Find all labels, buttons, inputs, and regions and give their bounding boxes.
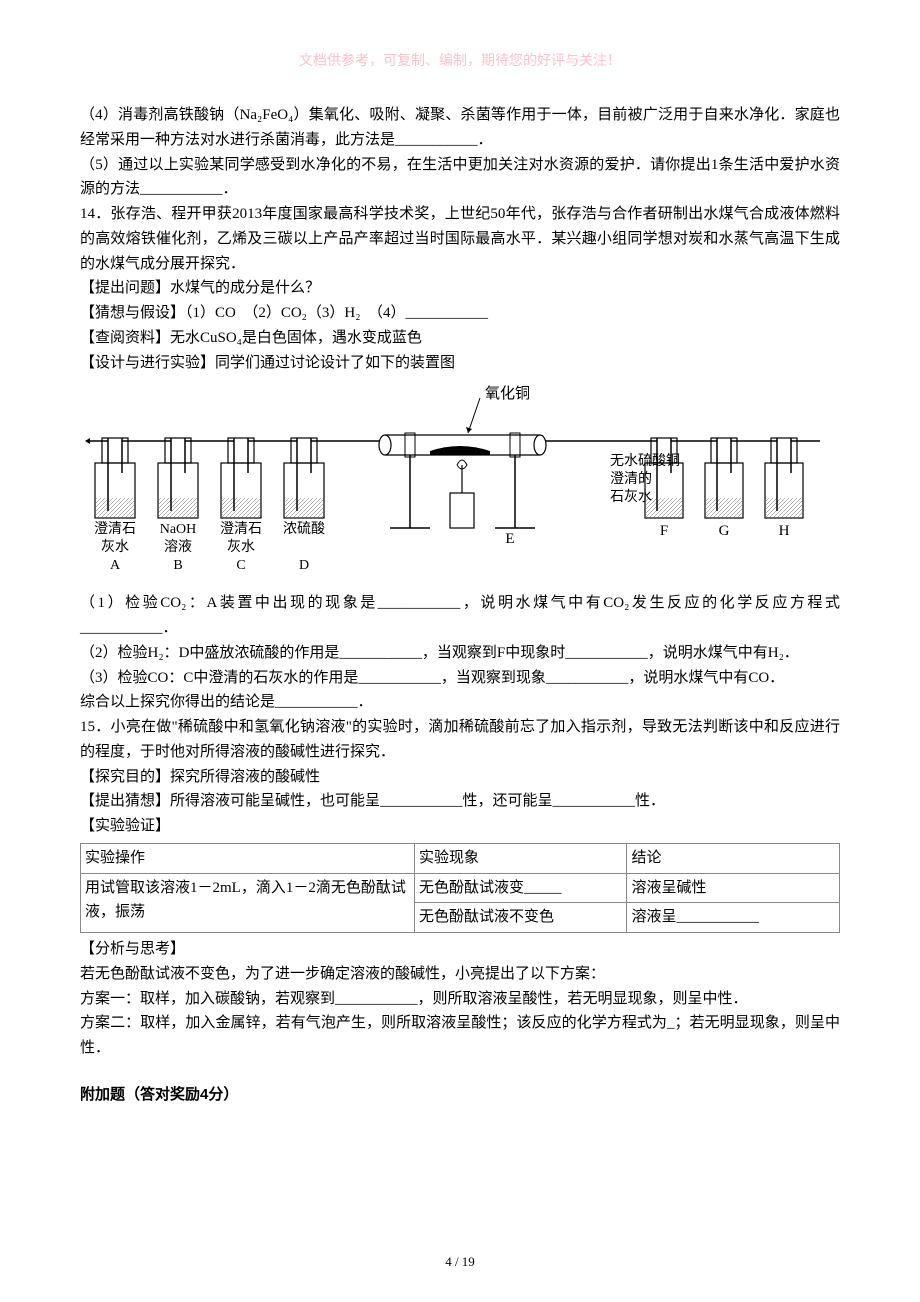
para-q14-3: （3）检验CO：C中澄清的石灰水的作用是___________，当观察到现象__… (80, 666, 840, 691)
letter-F: F (660, 523, 668, 539)
letter-B: B (173, 558, 182, 573)
apparatus-svg: 氧化铜 澄清石 NaOH 澄清石 浓硫酸 灰水 溶液 灰水 A B C D E … (80, 383, 840, 583)
table-row: 实验操作 实验现象 结论 (81, 843, 840, 873)
tube-E (311, 398, 590, 528)
para-q14-1: （1）检验CO₂：A装置中出现的现象是___________，说明水煤气中有CO… (80, 591, 840, 641)
label-A-1: 澄清石 (94, 521, 136, 537)
para-q15-caixiang: 【提出猜想】所得溶液可能呈碱性，也可能呈___________性，还可能呈___… (80, 789, 840, 814)
letter-D: D (299, 558, 309, 573)
label-D-1: 浓硫酸 (283, 521, 325, 537)
table-row: 用试管取该溶液1－2mL，滴入1－2滴无色酚酞试液，振荡 无色酚酞试液变____… (81, 873, 840, 903)
para-q15-fenxi: 【分析与思考】 (80, 937, 840, 962)
letter-H: H (779, 523, 790, 539)
para-q5: （5）通过以上实验某同学感受到水净化的不易，在生活中更加关注对水资源的爱护．请你… (80, 153, 840, 203)
para-q14-chayue: 【查阅资料】无水CuSO₄是白色固体，遇水变成蓝色 (80, 326, 840, 351)
header-note: 文档供参考，可复制、编制，期待您的好评与关注！ (80, 50, 840, 73)
para-q14-intro: 14．张存浩、程开甲获2013年度国家最高科学技术奖，上世纪50年代，张存浩与合… (80, 202, 840, 276)
bottle-H (731, 438, 820, 518)
bottle-group-left (85, 438, 135, 518)
para-q14-conclusion: 综合以上探究你得出的结论是___________． (80, 690, 840, 715)
label-B-2: 溶液 (164, 539, 192, 555)
experiment-table: 实验操作 实验现象 结论 用试管取该溶液1－2mL，滴入1－2滴无色酚酞试液，振… (80, 843, 840, 933)
label-C-1: 澄清石 (220, 521, 262, 537)
cell-concl-2: 溶液呈___________ (627, 903, 840, 933)
letter-G: G (719, 523, 730, 539)
letter-A: A (110, 558, 121, 573)
bonus-heading: 附加题（答对奖励4分） (80, 1083, 840, 1108)
cell-header-1: 实验操作 (81, 843, 415, 873)
cell-header-2: 实验现象 (414, 843, 627, 873)
para-q15-fenxi-text: 若无色酚酞试液不变色，为了进一步确定溶液的酸碱性，小亮提出了以下方案： (80, 962, 840, 987)
apparatus-diagram: 氧化铜 澄清石 NaOH 澄清石 浓硫酸 灰水 溶液 灰水 A B C D E … (80, 383, 840, 583)
para-q15-yanzheng: 【实验验证】 (80, 814, 840, 839)
cell-header-3: 结论 (627, 843, 840, 873)
para-q14-caixiang: 【猜想与假设】（1）CO （2）CO₂（3）H₂ （4）___________ (80, 301, 840, 326)
cell-concl-1: 溶液呈碱性 (627, 873, 840, 903)
label-B-1: NaOH (160, 522, 197, 537)
para-q4: （4）消毒剂高铁酸钠（Na₂FeO₄）集氧化、吸附、凝聚、杀菌等作用于一体，目前… (80, 103, 840, 153)
page-footer: 4 / 19 (0, 1251, 920, 1272)
para-q15-mudi: 【探究目的】探究所得溶液的酸碱性 (80, 765, 840, 790)
content-area: （4）消毒剂高铁酸钠（Na₂FeO₄）集氧化、吸附、凝聚、杀菌等作用于一体，目前… (80, 103, 840, 1108)
letter-C: C (236, 558, 245, 573)
para-q15-intro: 15．小亮在做"稀硫酸中和氢氧化钠溶液"的实验时，滴加稀硫酸前忘了加入指示剂，导… (80, 715, 840, 765)
cell-phenom-1: 无色酚酞试液变_____ (414, 873, 627, 903)
para-q14-2: （2）检验H₂：D中盛放浓硫酸的作用是___________，当观察到F中现象时… (80, 641, 840, 666)
cell-phenom-2: 无色酚酞试液不变色 (414, 903, 627, 933)
label-right2: 澄清的 (610, 471, 652, 487)
label-C-2: 灰水 (227, 539, 255, 555)
cell-op: 用试管取该溶液1－2mL，滴入1－2滴无色酚酞试液，振荡 (81, 873, 415, 933)
label-right3: 石灰水 (610, 489, 652, 505)
para-q14-sheji: 【设计与进行实验】同学们通过讨论设计了如下的装置图 (80, 351, 840, 376)
para-q14-tichu: 【提出问题】水煤气的成分是什么？ (80, 276, 840, 301)
letter-E: E (505, 531, 514, 547)
label-A-2: 灰水 (101, 539, 129, 555)
para-q15-plan2: 方案二：取样，加入金属锌，若有气泡产生，则所取溶液呈酸性；该反应的化学方程式为_… (80, 1011, 840, 1061)
para-q15-plan1: 方案一：取样，加入碳酸钠，若观察到___________，则所取溶液呈酸性，若无… (80, 987, 840, 1012)
label-cuo: 氧化铜 (485, 385, 530, 402)
label-right1: 无水硫酸铜 (610, 453, 680, 469)
